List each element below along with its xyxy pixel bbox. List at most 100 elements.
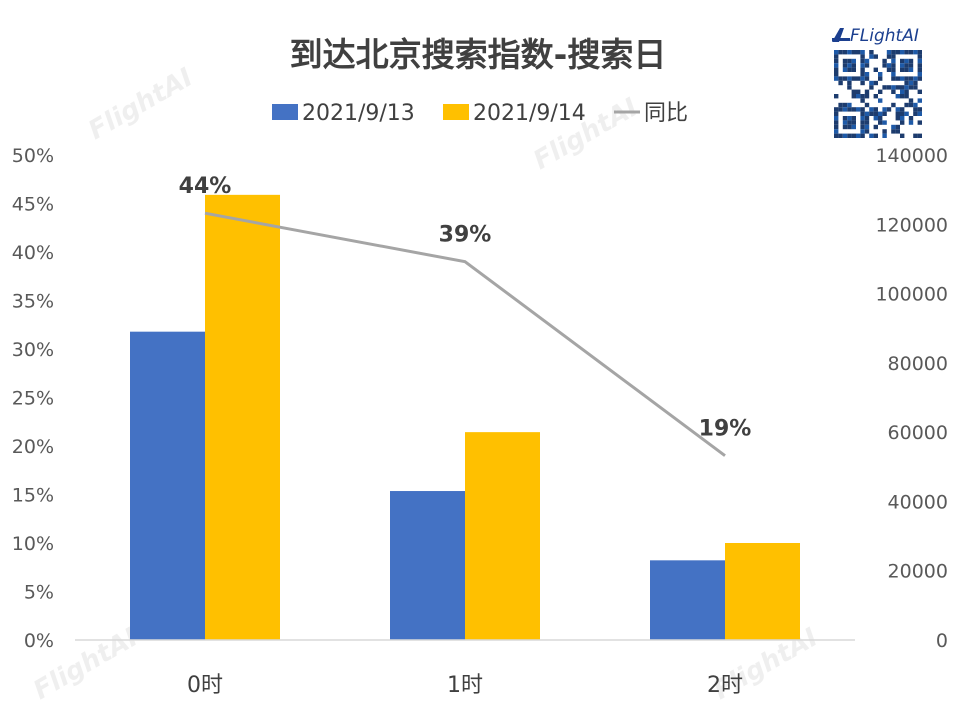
qr-module	[908, 67, 914, 72]
qr-module	[847, 76, 852, 81]
qr-module	[842, 50, 848, 55]
qr-module	[864, 102, 870, 108]
qr-module	[878, 76, 883, 81]
qr-module	[900, 50, 905, 55]
qr-module	[860, 133, 865, 138]
qr-module	[891, 124, 896, 130]
qr-module	[842, 120, 848, 125]
x-category-label: 0时	[187, 673, 223, 698]
qr-module	[873, 107, 878, 112]
qr-module	[842, 107, 848, 112]
ratio-data-label: 44%	[179, 174, 232, 199]
qr-module	[847, 124, 852, 130]
y-left-tick-label: 15%	[12, 485, 54, 507]
qr-module	[886, 85, 892, 90]
qr-module	[873, 116, 878, 121]
qr-module	[886, 67, 892, 72]
qr-module	[900, 94, 905, 99]
qr-module	[891, 76, 896, 81]
qr-module	[860, 80, 865, 86]
qr-module	[869, 111, 874, 116]
qr-module	[864, 129, 870, 134]
qr-module	[917, 98, 922, 103]
qr-module	[864, 63, 870, 68]
bar-series-b	[465, 432, 540, 640]
qr-module	[895, 107, 900, 112]
qr-module	[891, 50, 896, 55]
qr-module	[878, 120, 883, 125]
qr-module	[856, 89, 861, 94]
legend-label-series-a: 2021/9/13	[302, 101, 415, 126]
qr-module	[864, 89, 870, 94]
qr-module	[891, 58, 896, 64]
qr-module	[917, 120, 922, 125]
y-left-tick-label: 20%	[12, 436, 54, 458]
qr-module	[878, 89, 883, 94]
qr-module	[864, 120, 870, 125]
qr-module	[869, 54, 874, 59]
qr-module	[834, 54, 839, 59]
qr-module	[851, 58, 856, 64]
qr-module	[882, 63, 887, 68]
qr-module	[851, 50, 856, 55]
qr-module	[900, 89, 905, 94]
qr-module	[917, 133, 922, 138]
qr-module	[882, 58, 887, 64]
y-right-tick-label: 140000	[875, 145, 948, 167]
qr-module	[847, 133, 852, 138]
qr-module	[917, 50, 922, 55]
qr-module	[908, 85, 914, 90]
qr-module	[838, 133, 843, 138]
qr-module	[869, 107, 874, 112]
qr-module	[842, 58, 848, 64]
qr-module	[851, 76, 856, 81]
qr-module	[860, 116, 865, 121]
qr-module	[842, 63, 848, 68]
qr-module	[900, 58, 905, 64]
y-left-tick-label: 50%	[12, 145, 54, 167]
qr-module	[878, 72, 883, 77]
qr-module	[847, 116, 852, 121]
watermark-text: FlightAI	[84, 62, 199, 146]
qr-module	[904, 76, 909, 81]
qr-module	[873, 133, 878, 138]
qr-module	[895, 116, 900, 121]
qr-module	[895, 76, 900, 81]
y-right-tick-label: 120000	[875, 214, 948, 236]
qr-module	[834, 67, 839, 72]
ratio-line	[204, 211, 726, 457]
qr-module	[838, 107, 843, 112]
qr-module	[851, 107, 856, 112]
qr-module	[873, 94, 878, 99]
y-left-tick-label: 40%	[12, 242, 54, 264]
qr-module	[891, 89, 896, 94]
qr-module	[851, 133, 856, 138]
y-left-tick-label: 25%	[12, 388, 54, 410]
qr-module	[904, 67, 909, 72]
y-axis-left: 0% 5% 10% 15% 20% 25% 30% 35% 40% 45% 50%	[12, 145, 54, 652]
qr-module	[900, 67, 905, 72]
qr-module	[908, 120, 914, 125]
y-left-tick-label: 5%	[24, 582, 54, 604]
qr-module	[882, 107, 887, 112]
ratio-line-layer: 44% 39% 19%	[179, 174, 751, 457]
qr-module	[900, 63, 905, 68]
qr-module	[834, 129, 839, 134]
ratio-data-label: 39%	[439, 223, 492, 248]
qr-module	[900, 120, 905, 125]
y-right-tick-label: 100000	[875, 284, 948, 306]
qr-module	[891, 67, 896, 72]
legend-label-series-line: 同比	[644, 101, 688, 126]
y-right-tick-label: 60000	[888, 422, 948, 444]
qr-module	[842, 116, 848, 121]
qr-module	[860, 54, 865, 59]
brand-name: FLightAI	[850, 26, 919, 46]
qr-module	[834, 120, 839, 125]
qr-module	[891, 72, 896, 77]
qr-module	[895, 50, 900, 55]
qr-module	[917, 72, 922, 77]
qr-module	[878, 116, 883, 121]
qr-module	[860, 129, 865, 134]
legend-swatch-series-b	[443, 104, 469, 120]
